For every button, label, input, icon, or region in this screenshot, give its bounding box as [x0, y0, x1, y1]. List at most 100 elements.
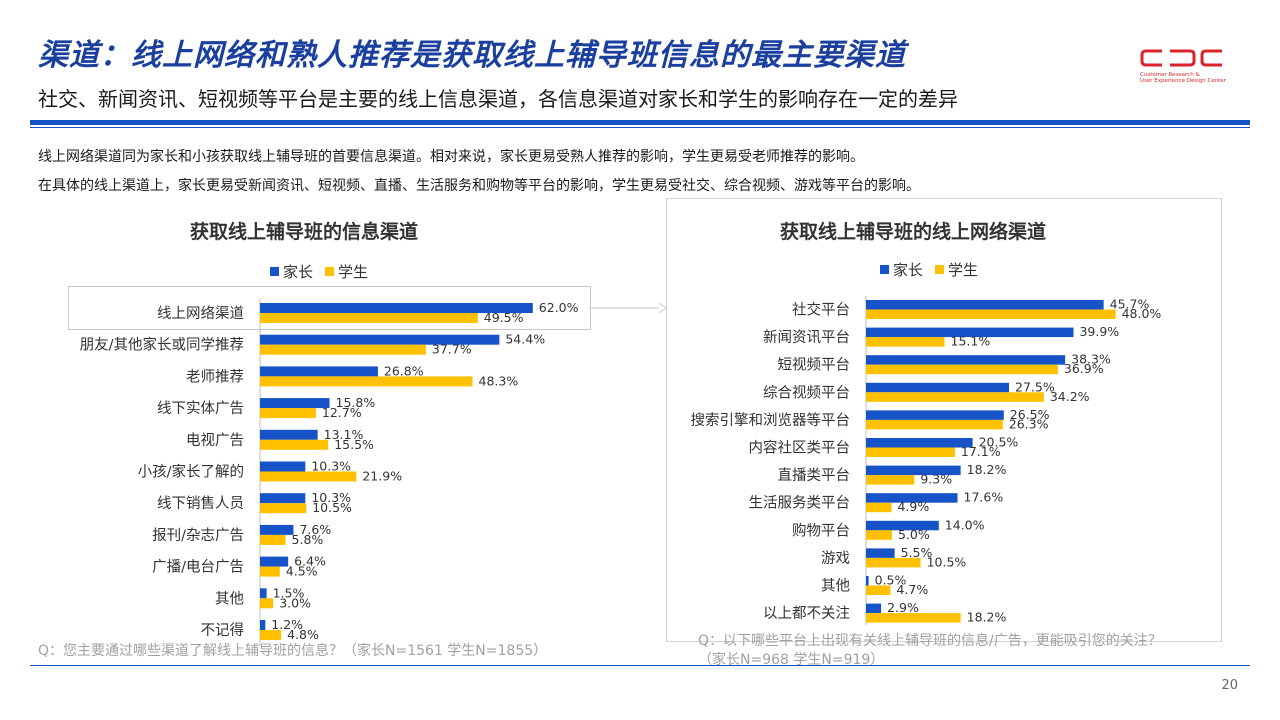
data-label-student: 26.3%	[1009, 416, 1049, 431]
data-label-student: 5.8%	[292, 532, 324, 547]
bar-parent	[866, 300, 1104, 310]
data-label-student: 15.5%	[334, 437, 374, 452]
bar-parent	[866, 576, 869, 586]
category-label: 小孩/家长了解的	[138, 464, 244, 481]
bar-student	[866, 419, 1003, 430]
left-bar-chart: 线上网络渠道 62.0% 49.5% 朋友/其他家长或同学推荐 54.4% 37.7% 老师…	[80, 299, 579, 646]
bar-parent	[260, 398, 330, 409]
left-chart-note: Q：您主要通过哪些渠道了解线上辅导班的信息？（家长N=1561 学生N=1855…	[38, 643, 548, 659]
data-label-student: 10.5%	[927, 554, 967, 569]
category-label: 生活服务类平台	[749, 495, 851, 512]
data-label-parent: 13.1%	[324, 427, 364, 442]
bar-student	[866, 502, 892, 513]
data-label-parent: 26.8%	[384, 363, 424, 378]
bar-student	[260, 439, 329, 450]
category-label: 以上都不关注	[763, 605, 850, 622]
data-label-parent: 15.8%	[336, 395, 376, 410]
bar-parent	[866, 410, 1004, 420]
bar-student	[866, 530, 892, 540]
category-label: 内容社区类平台	[749, 440, 851, 457]
bar-parent	[260, 429, 318, 440]
logo-line1: Customer Research &	[1140, 72, 1200, 78]
category-label: 购物平台	[792, 522, 850, 539]
bar-parent	[260, 524, 294, 535]
category-label: 新闻资讯平台	[763, 329, 850, 346]
category-label: 其他	[821, 578, 850, 595]
bar-student	[260, 503, 307, 514]
legend-student-swatch	[935, 265, 945, 274]
category-label: 不记得	[201, 622, 245, 639]
data-label-parent: 45.7%	[1110, 297, 1150, 312]
data-label-parent: 26.5%	[1010, 407, 1050, 422]
data-label-parent: 62.0%	[539, 300, 579, 315]
category-label: 综合视频平台	[763, 384, 850, 401]
bar-parent	[866, 548, 895, 558]
data-label-parent: 1.2%	[271, 617, 303, 632]
data-label-student: 17.1%	[961, 444, 1001, 459]
bar-parent	[260, 366, 378, 377]
legend-student-swatch	[325, 267, 335, 276]
intro-line-1: 线上网络渠道同为家长和小孩获取线上辅导班的首要信息渠道。相对来说，家长更易受熟人…	[38, 149, 864, 165]
category-label: 报刊/杂志广告	[152, 527, 244, 544]
legend-parent-swatch	[880, 265, 889, 274]
legend-student-label: 学生	[948, 261, 979, 279]
data-label-parent: 17.6%	[964, 490, 1004, 505]
data-label-student: 49.5%	[484, 310, 524, 325]
data-label-parent: 2.9%	[887, 600, 919, 615]
bar-parent	[260, 493, 306, 504]
category-label: 线下销售人员	[157, 495, 244, 512]
left-chart-title: 获取线上辅导班的信息渠道	[190, 221, 419, 243]
bar-parent	[866, 520, 939, 531]
bar-parent	[260, 588, 267, 599]
data-label-student: 15.1%	[951, 334, 991, 349]
category-label: 老师推荐	[186, 368, 244, 385]
bar-parent	[866, 493, 958, 503]
data-label-parent: 10.3%	[311, 490, 351, 505]
data-label-student: 48.0%	[1122, 306, 1162, 321]
data-label-student: 3.0%	[279, 595, 311, 610]
logo-line2: User Experience Design Center	[1140, 78, 1226, 84]
legend-parent-swatch	[270, 267, 279, 276]
bar-student	[866, 585, 891, 595]
bar-student	[260, 471, 357, 482]
bar-student	[260, 534, 286, 545]
data-label-student: 37.7%	[432, 342, 472, 357]
page-number: 20	[1221, 678, 1238, 693]
bar-parent	[866, 603, 882, 614]
bar-student	[866, 337, 945, 347]
data-label-student: 4.9%	[897, 499, 929, 514]
data-label-parent: 54.4%	[505, 332, 545, 347]
category-label: 直播类平台	[778, 467, 851, 484]
bar-parent	[260, 620, 266, 630]
bar-student	[260, 313, 478, 323]
header-rule	[30, 120, 1250, 125]
bar-student	[866, 475, 915, 485]
bar-student	[866, 309, 1116, 319]
category-label: 游戏	[821, 550, 850, 567]
page-title: 渠道：线上网络和熟人推荐是获取线上辅导班信息的最主要渠道	[38, 38, 906, 73]
right-chart-note-2: （家长N=968 学生N=919）	[698, 652, 885, 668]
data-label-student: 36.9%	[1064, 361, 1104, 376]
right-chart-panel	[666, 198, 1222, 642]
data-label-student: 9.3%	[920, 472, 952, 487]
bar-parent	[260, 334, 500, 345]
cdc-logo: Customer Research & User Experience Desi…	[1140, 48, 1226, 84]
data-label-parent: 10.3%	[311, 459, 351, 474]
legend-parent-label: 家长	[893, 261, 924, 279]
category-label: 电视广告	[186, 432, 244, 449]
legend-student-label: 学生	[338, 263, 369, 281]
right-chart-note-1: Q：以下哪些平台上出现有关线上辅导班的信息/广告，更能吸引您的关注？	[698, 633, 1162, 649]
data-label-parent: 38.3%	[1071, 352, 1111, 367]
category-label: 社交平台	[792, 301, 850, 319]
bar-student	[866, 557, 921, 568]
category-label: 线下实体广告	[157, 400, 244, 417]
data-label-parent: 1.5%	[273, 585, 305, 600]
data-label-parent: 14.0%	[945, 517, 985, 532]
bar-student	[260, 598, 274, 609]
category-label: 短视频平台	[778, 357, 851, 374]
connector-arrow	[589, 302, 667, 314]
left-chart-legend: 家长 学生	[270, 261, 380, 282]
category-label: 其他	[215, 590, 244, 607]
bar-student	[866, 364, 1058, 375]
data-label-parent: 0.5%	[875, 573, 907, 588]
